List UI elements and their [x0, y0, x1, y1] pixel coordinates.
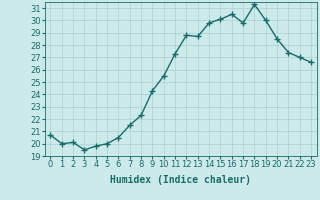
X-axis label: Humidex (Indice chaleur): Humidex (Indice chaleur)	[110, 175, 251, 185]
